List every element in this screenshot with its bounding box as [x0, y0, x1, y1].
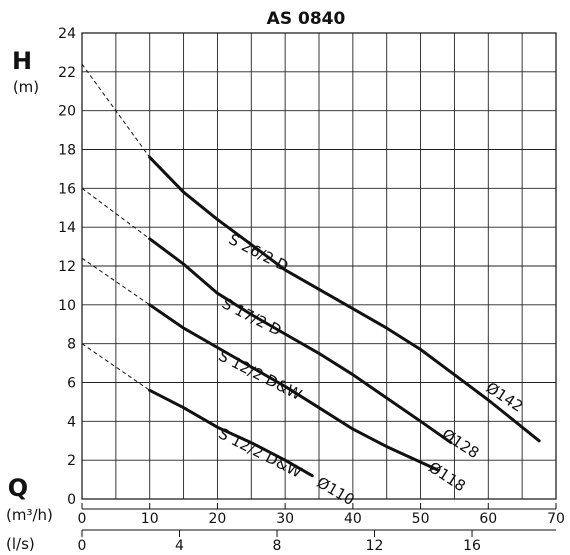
curve-name-label: S 12/2 D&W — [216, 347, 305, 404]
impeller-diameter-label: Ø128 — [439, 425, 483, 462]
y-tick-label: 4 — [67, 414, 76, 430]
y-tick-label: 18 — [58, 143, 76, 159]
impeller-diameter-label: Ø142 — [483, 379, 527, 416]
x-tick-label: 30 — [276, 511, 294, 527]
x2-tick-label: 0 — [78, 538, 87, 554]
x-axis-label: Q — [8, 474, 28, 502]
x2-tick-label: 16 — [463, 538, 481, 554]
pump-curves — [150, 157, 539, 475]
y-tick-label: 2 — [67, 453, 76, 469]
grid — [82, 33, 556, 499]
y-axis-unit: (m) — [13, 78, 39, 96]
y-tick-label: 16 — [58, 181, 76, 197]
y-tick-label: 10 — [58, 298, 76, 314]
x2-axis-unit: (l/s) — [6, 535, 35, 553]
chart-title: AS 0840 — [267, 9, 346, 29]
curve-name-label: S 12/2 D&W — [216, 424, 305, 481]
x-tick-label: 60 — [479, 511, 497, 527]
x-tick-label: 40 — [344, 511, 362, 527]
x-tick-label: 0 — [78, 511, 87, 527]
curve-name-label: S 26/2 D — [226, 230, 291, 275]
y-tick-label: 0 — [67, 492, 76, 508]
y-tick-label: 20 — [58, 104, 76, 120]
y-tick-label: 22 — [58, 65, 76, 81]
x2-tick-label: 8 — [273, 538, 282, 554]
x-axis-unit: (m³/h) — [6, 506, 53, 524]
x2-tick-label: 12 — [366, 538, 384, 554]
y-tick-label: 24 — [58, 26, 76, 42]
y-tick-label: 8 — [67, 337, 76, 353]
x-tick-label: 50 — [412, 511, 430, 527]
y-tick-label: 6 — [67, 376, 76, 392]
y-tick-label: 14 — [58, 220, 76, 236]
impeller-diameter-label: Ø110 — [314, 473, 358, 509]
x-tick-label: 10 — [141, 511, 159, 527]
x-tick-label: 20 — [209, 511, 227, 527]
y-axis-label: H — [12, 47, 32, 75]
x-tick-label: 70 — [547, 511, 565, 527]
impeller-diameter-label: Ø118 — [425, 458, 469, 495]
pump-curve — [150, 157, 539, 441]
x2-tick-label: 4 — [175, 538, 184, 554]
y-tick-label: 12 — [58, 259, 76, 275]
